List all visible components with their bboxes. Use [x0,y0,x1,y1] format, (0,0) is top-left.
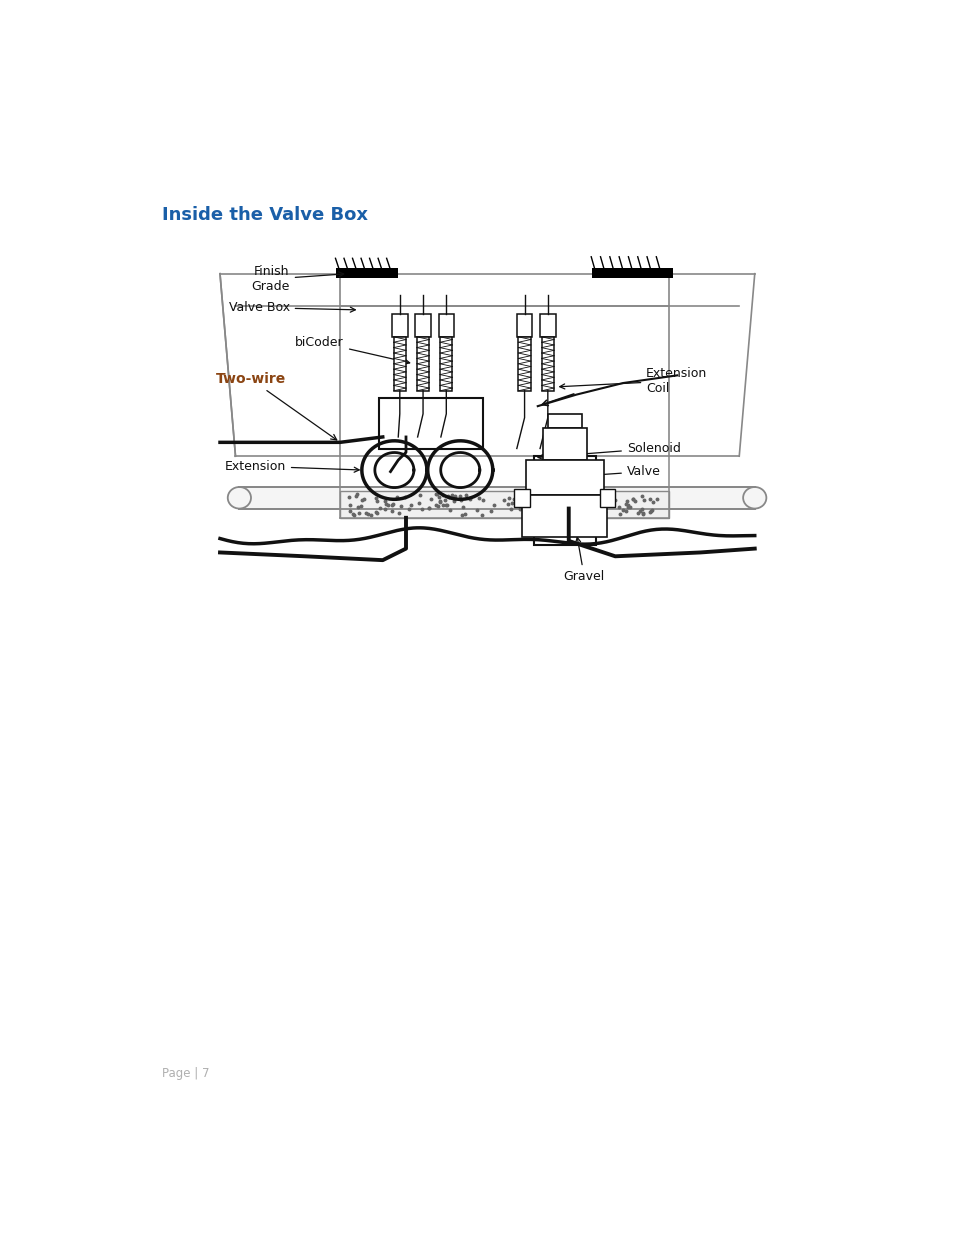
Text: Valve Box: Valve Box [229,301,355,314]
Bar [539,314,555,337]
Bar [394,337,406,390]
Text: Two-wire: Two-wire [215,372,336,440]
Ellipse shape [228,487,251,509]
Bar [517,314,532,337]
Text: Extension: Extension [224,459,359,473]
Bar [525,461,603,495]
Bar [592,268,673,278]
Bar [514,489,530,508]
Bar [239,487,754,509]
Bar [392,314,407,337]
Bar [599,489,615,508]
Bar [517,337,530,390]
Text: Valve: Valve [537,466,660,482]
Bar [541,337,554,390]
Text: Extension
Coil: Extension Coil [559,367,707,395]
Bar [340,490,669,517]
Text: Finish
Grade: Finish Grade [251,266,343,293]
Bar [521,495,607,537]
Bar [416,337,429,390]
Text: Page | 7: Page | 7 [162,1067,209,1079]
Bar [534,456,596,545]
Text: Solenoid: Solenoid [537,442,680,459]
Text: Inside the Valve Box: Inside the Valve Box [162,206,368,224]
Ellipse shape [742,487,765,509]
Bar [335,268,397,278]
Text: Gravel: Gravel [563,537,604,583]
Bar [439,337,452,390]
Bar [415,314,431,337]
Bar [378,399,483,448]
Bar [547,414,581,427]
Text: biCoder: biCoder [295,336,409,364]
Bar [438,314,454,337]
Bar [542,427,586,461]
